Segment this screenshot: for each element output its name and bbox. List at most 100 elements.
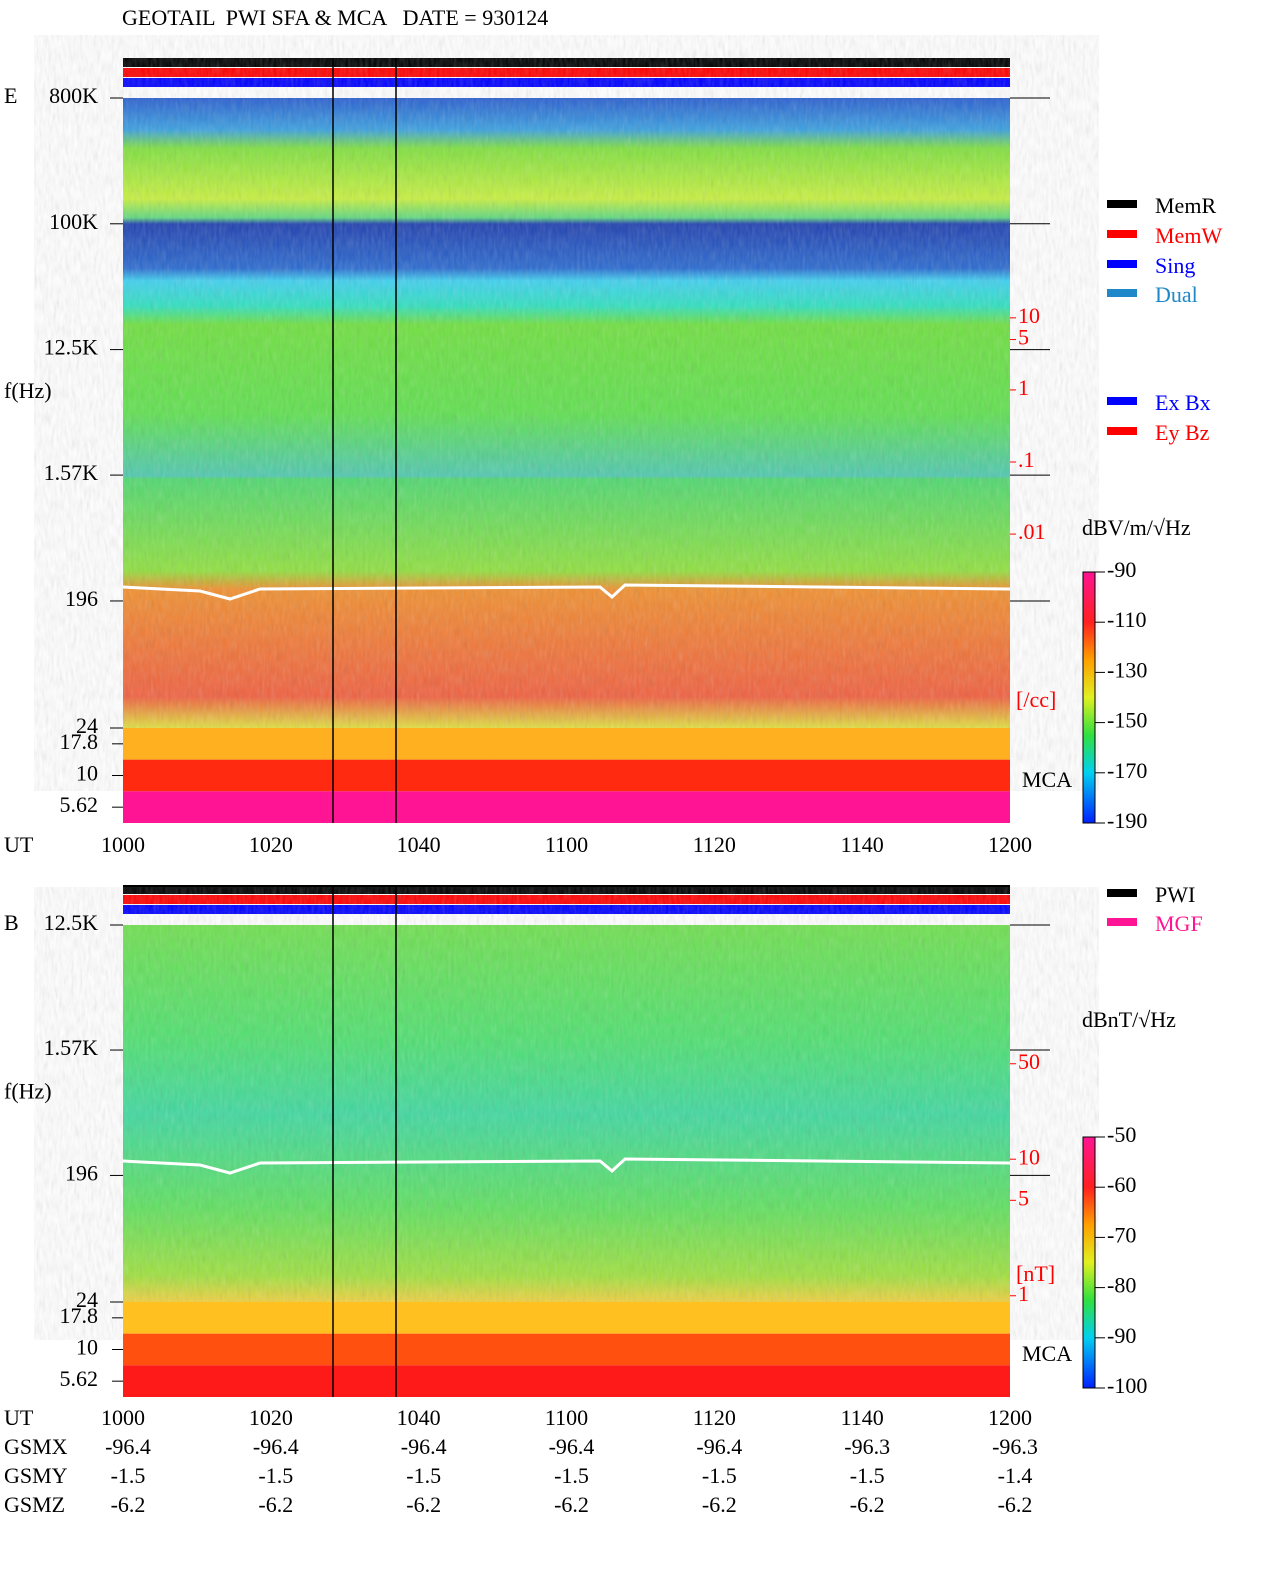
- x-tick-label: 1000: [101, 1405, 145, 1430]
- x-tick-label: 1100: [545, 1405, 588, 1430]
- legend-swatch: [1107, 918, 1137, 926]
- orbit-value: -6.2: [554, 1492, 589, 1517]
- y2-axis-label: [nT]: [1016, 1261, 1055, 1286]
- x-tick-label: 1020: [249, 1405, 293, 1430]
- colorbar: [1082, 1136, 1096, 1389]
- y2-tick-label: 1: [1018, 375, 1029, 400]
- y-tick-label: 800K: [49, 83, 98, 108]
- colorbar: [1082, 571, 1096, 824]
- orbit-value: -6.2: [998, 1492, 1033, 1517]
- x-tick-label: 1120: [693, 832, 736, 857]
- y2-tick-label: .1: [1018, 447, 1035, 472]
- orbit-value: -1.5: [406, 1463, 441, 1488]
- orbit-value: -96.4: [401, 1434, 447, 1459]
- mca-band: [123, 1302, 1010, 1334]
- x-tick-label: 1140: [841, 832, 884, 857]
- y-tick-label: 1.57K: [44, 1035, 99, 1060]
- colorbar-tick-label: -130: [1107, 657, 1147, 682]
- mca-tick-label: 10: [76, 1335, 98, 1360]
- mca-band: [123, 728, 1010, 760]
- y2-tick-label: 5: [1018, 1185, 1029, 1210]
- orbit-value: -6.2: [258, 1492, 293, 1517]
- orbit-value: -6.2: [702, 1492, 737, 1517]
- cyclotron-line: [122, 1157, 1011, 1175]
- colorbar-tick-label: -100: [1107, 1373, 1147, 1398]
- panel-label: B: [4, 910, 19, 935]
- colorbar-tick-label: -50: [1107, 1122, 1136, 1147]
- legend-swatch: [1107, 427, 1137, 435]
- mca-tick-label: 5.62: [60, 792, 99, 817]
- orbit-value: -96.3: [844, 1434, 890, 1459]
- legend-label: Sing: [1155, 253, 1195, 278]
- mca-label: MCA: [1022, 1341, 1072, 1366]
- mca-tick-label: 17.8: [60, 1303, 99, 1328]
- orbit-value: -96.4: [549, 1434, 595, 1459]
- y2-tick-label: 10: [1018, 1144, 1040, 1169]
- status-bar: [123, 78, 1010, 87]
- colorbar-tick-label: -170: [1107, 758, 1147, 783]
- mca-band: [123, 791, 1010, 823]
- y-tick-label: 24: [76, 713, 98, 738]
- legend-swatch: [1107, 200, 1137, 208]
- orbit-row-label: GSMZ: [4, 1492, 65, 1517]
- x-tick-label: 1040: [397, 832, 441, 857]
- orbit-value: -1.5: [850, 1463, 885, 1488]
- orbit-value: -96.3: [992, 1434, 1038, 1459]
- orbit-value: -6.2: [406, 1492, 441, 1517]
- y-tick-label: 12.5K: [44, 335, 99, 360]
- legend-swatch: [1107, 397, 1137, 405]
- mca-tick-label: 17.8: [60, 729, 99, 754]
- spectrogram-texture: [123, 925, 1010, 1302]
- y-tick-label: 24: [76, 1287, 98, 1312]
- colorbar-label: dBnT/√Hz: [1082, 1007, 1176, 1032]
- legend-label: MemR: [1155, 193, 1216, 218]
- status-bar: [123, 895, 1010, 904]
- status-bar: [123, 885, 1010, 894]
- colorbar-label: dBV/m/√Hz: [1082, 515, 1191, 540]
- panel-label: E: [4, 83, 17, 108]
- x-tick-label: 1000: [101, 832, 145, 857]
- orbit-value: -1.4: [998, 1463, 1033, 1488]
- mca-label: MCA: [1022, 767, 1072, 792]
- orbit-value: -1.5: [554, 1463, 589, 1488]
- legend-label: Dual: [1155, 282, 1198, 307]
- y-axis-label: f(Hz): [4, 378, 52, 403]
- mca-band: [123, 759, 1010, 792]
- orbit-row-label: GSMX: [4, 1434, 68, 1459]
- colorbar-tick-label: -60: [1107, 1172, 1136, 1197]
- x-tick-label: 1020: [249, 832, 293, 857]
- y2-axis-label: [/cc]: [1016, 687, 1056, 712]
- orbit-value: -96.4: [696, 1434, 742, 1459]
- y2-tick-label: 10: [1018, 303, 1040, 328]
- legend-swatch: [1107, 260, 1137, 268]
- x-tick-label: 1040: [397, 1405, 441, 1430]
- legend-label: PWI: [1155, 882, 1195, 907]
- y2-tick-label: 5: [1018, 325, 1029, 350]
- mca-tick-label: 5.62: [60, 1366, 99, 1391]
- colorbar-tick-label: -190: [1107, 808, 1147, 833]
- orbit-value: -6.2: [850, 1492, 885, 1517]
- x-tick-label: 1120: [693, 1405, 736, 1430]
- legend-swatch: [1107, 889, 1137, 897]
- title: GEOTAIL PWI SFA & MCA DATE = 930124: [122, 5, 548, 30]
- cyclotron-line: [122, 583, 1011, 601]
- x-tick-label: 1200: [988, 832, 1032, 857]
- colorbar-tick-label: -90: [1107, 557, 1136, 582]
- y-tick-label: 12.5K: [44, 910, 99, 935]
- legend-label: Ey Bz: [1155, 420, 1210, 445]
- y2-tick-label: .01: [1018, 519, 1046, 544]
- y-axis-label: f(Hz): [4, 1079, 52, 1104]
- orbit-row-label: GSMY: [4, 1463, 68, 1488]
- spectrogram-texture: [123, 98, 1010, 728]
- status-bar: [123, 58, 1010, 67]
- mca-band: [123, 1365, 1010, 1397]
- orbit-value: -96.4: [105, 1434, 151, 1459]
- colorbar-tick-label: -70: [1107, 1222, 1136, 1247]
- y2-tick-label: 1: [1018, 1281, 1029, 1306]
- x-axis-label: UT: [4, 832, 34, 857]
- colorbar-tick-label: -110: [1107, 607, 1147, 632]
- x-axis-label: UT: [4, 1405, 34, 1430]
- legend-label: MemW: [1155, 223, 1222, 248]
- y2-tick-label: 50: [1018, 1049, 1040, 1074]
